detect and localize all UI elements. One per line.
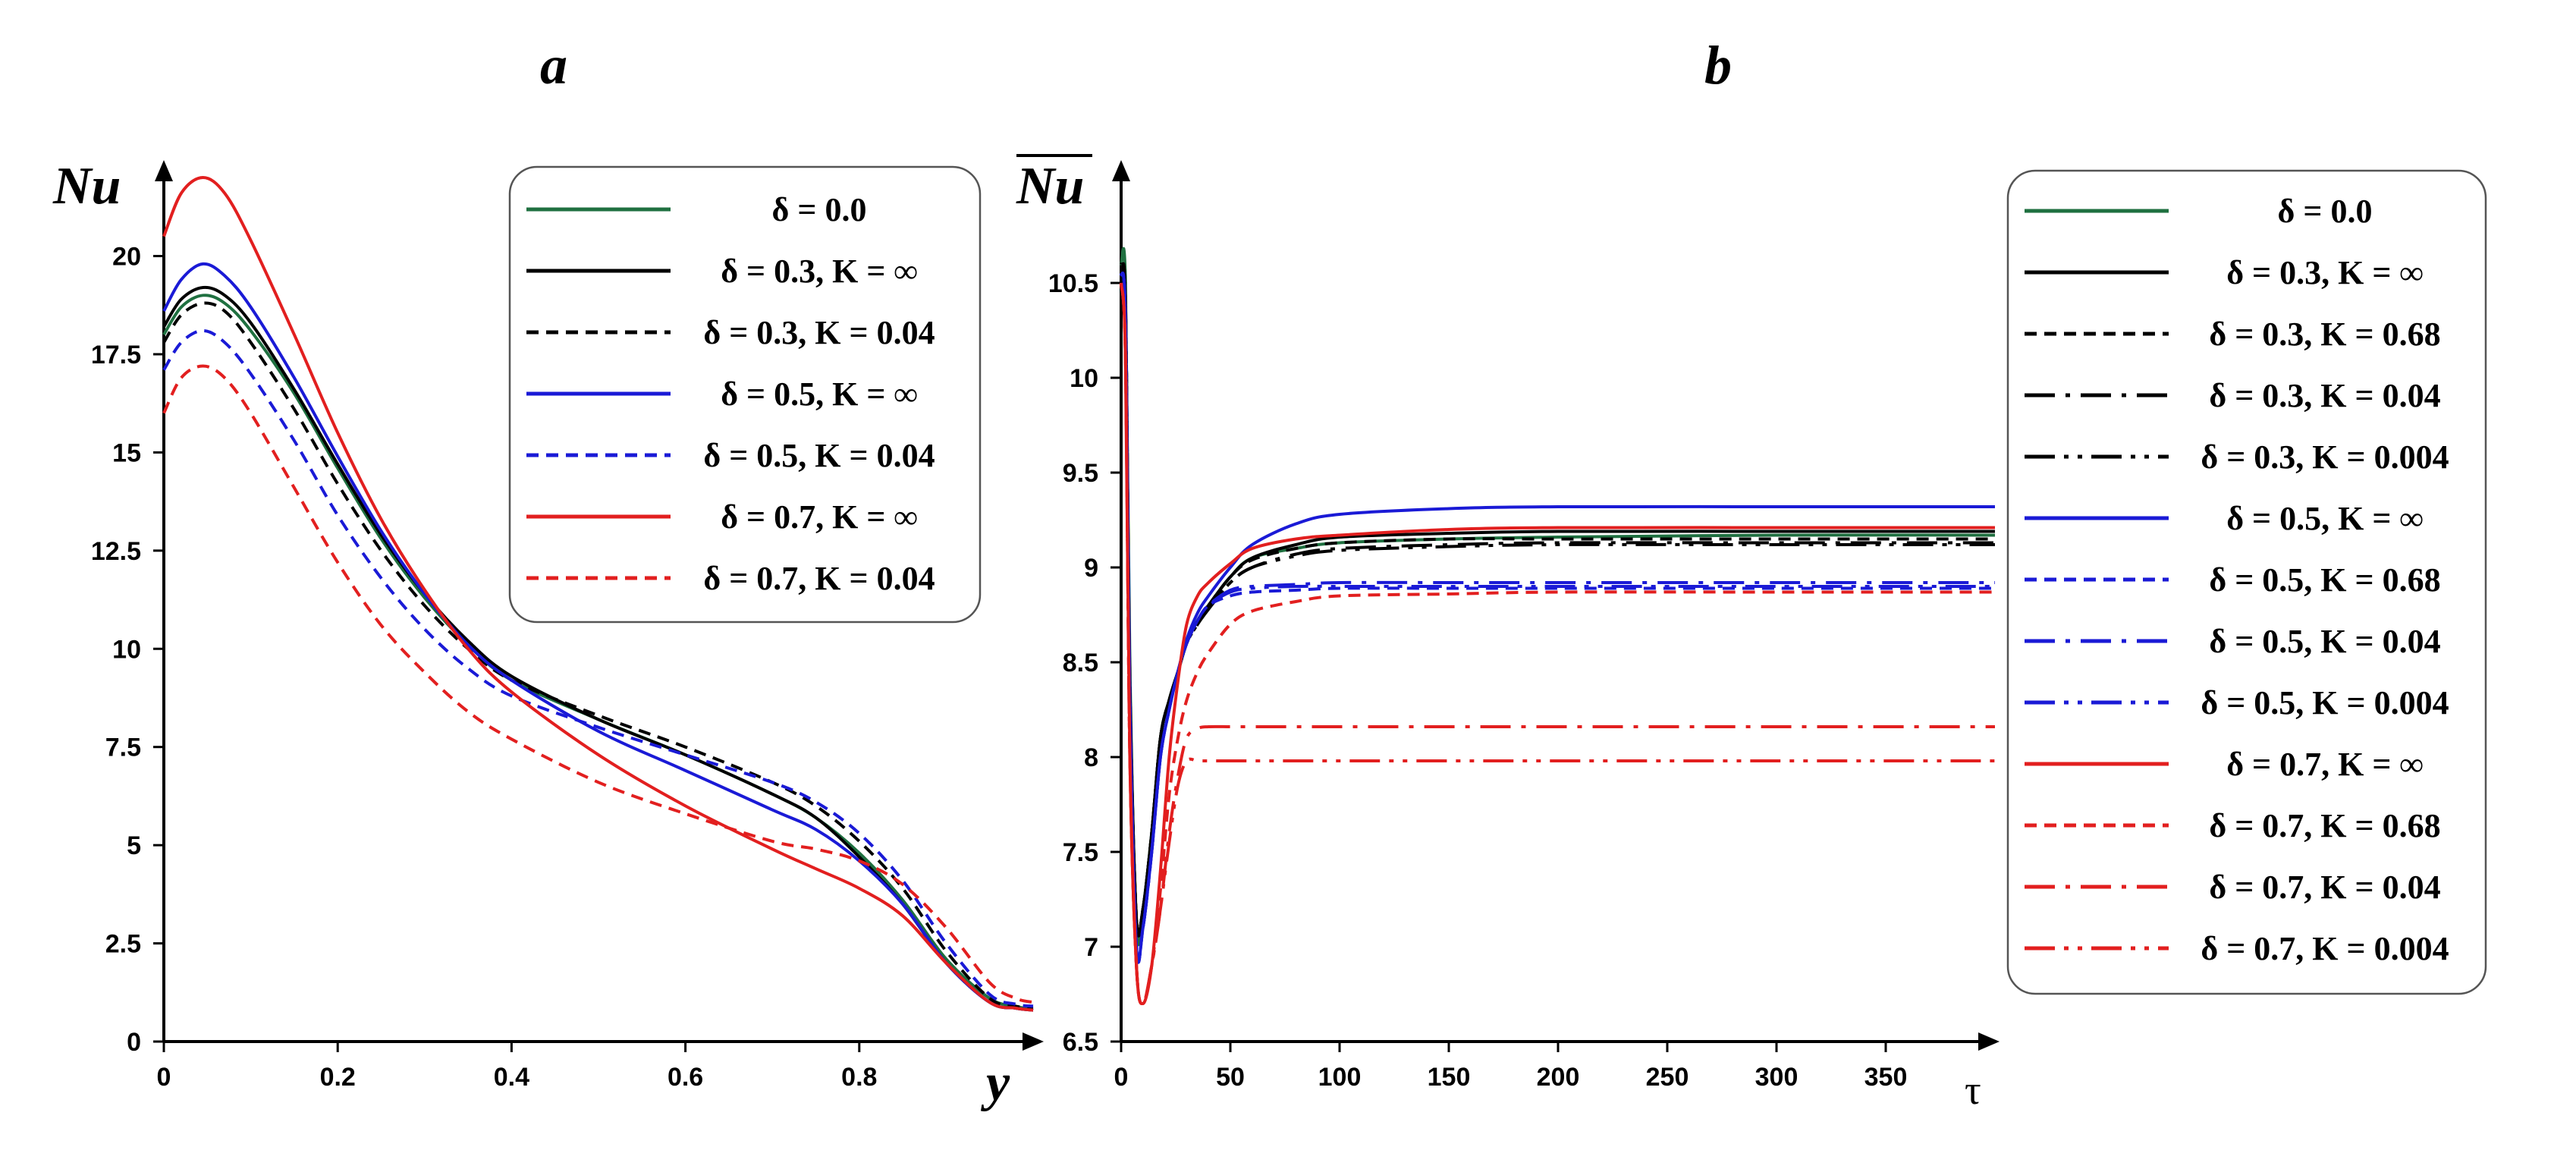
panel-a-ylabel: Nu <box>52 157 121 215</box>
legend-label: δ = 0.7, K = 0.004 <box>2201 930 2449 967</box>
legend-label: δ = 0.5, K = ∞ <box>721 376 918 413</box>
panel-a: a 0 0.2 0.4 0.6 0.8 0 2.5 5 7.5 10 12.5 15 17.5 20 Nu… <box>52 35 1044 1112</box>
panel-b-ylabel: Nu <box>1016 157 1084 215</box>
x-tick-label: 350 <box>1864 1063 1908 1092</box>
series-line-5 <box>162 176 1034 1012</box>
series-line-8 <box>1120 272 1995 964</box>
y-tick-label: 10.5 <box>1048 269 1098 298</box>
series-line-5 <box>1120 272 1995 964</box>
series-line-12 <box>1120 282 1995 1006</box>
y-axis-arrow-icon <box>1112 160 1130 181</box>
series-line-10 <box>1120 282 1995 1006</box>
y-tick-label: 7.5 <box>1063 838 1098 867</box>
legend-label: δ = 0.5, K = 0.68 <box>2209 561 2440 599</box>
y-tick-label: 10 <box>112 635 141 664</box>
panel-a-legend: δ = 0.0 δ = 0.3, K = ∞ δ = 0.3, K = 0.04 δ … <box>508 165 982 624</box>
panel-a-xlabel: y <box>981 1054 1010 1112</box>
x-tick-label: 0.2 <box>320 1063 356 1092</box>
y-tick-label: 8 <box>1084 743 1098 772</box>
series-line-2 <box>1120 262 1995 938</box>
series-line-7 <box>1120 272 1995 964</box>
x-tick-label: 0 <box>157 1063 171 1092</box>
series-line-6 <box>162 364 1034 1004</box>
panel-b-axes: 0 50 100 150 200 250 300 350 6.5 7 7.5 8 8.5 9 9.5 10 10… <box>1048 160 2000 1092</box>
y-tick-label: 12.5 <box>91 537 141 566</box>
y-axis-arrow-icon <box>155 160 173 181</box>
y-tick-label: 7.5 <box>105 734 141 762</box>
series-line-9 <box>1120 282 1995 1006</box>
legend-box <box>2006 169 2487 995</box>
x-tick-label: 0.8 <box>841 1063 877 1092</box>
legend-label: δ = 0.3, K = ∞ <box>721 253 918 290</box>
panel-a-axes: 0 0.2 0.4 0.6 0.8 0 2.5 5 7.5 10 12.5 15 17.5 20 <box>91 160 1044 1092</box>
series-line-0 <box>1120 247 1996 947</box>
series-line-11 <box>1120 282 1995 1006</box>
legend-label: δ = 0.7, K = ∞ <box>2226 746 2424 783</box>
legend-label: δ = 0.0 <box>2278 193 2373 230</box>
legend-label: δ = 0.5, K = 0.004 <box>2201 684 2449 721</box>
legend-label: δ = 0.5, K = 0.04 <box>2209 623 2440 660</box>
legend-label: δ = 0.5, K = 0.04 <box>703 437 935 474</box>
y-tick-label: 8.5 <box>1063 649 1098 677</box>
y-tick-label: 20 <box>112 243 141 272</box>
legend-label: δ = 0.3, K = 0.04 <box>2209 377 2440 414</box>
series-line-4 <box>1120 262 1995 938</box>
x-tick-label: 100 <box>1318 1063 1362 1092</box>
y-tick-label: 9 <box>1084 554 1098 583</box>
y-tick-label: 7 <box>1084 933 1098 962</box>
series-line-3 <box>1120 262 1995 938</box>
series-line-1 <box>1120 262 1995 938</box>
panel-a-label: a <box>540 35 567 96</box>
y-tick-label: 9.5 <box>1063 459 1098 488</box>
x-tick-label: 0.4 <box>494 1063 529 1092</box>
panel-a-series <box>162 176 1034 1012</box>
x-tick-label: 250 <box>1646 1063 1689 1092</box>
legend-label: δ = 0.7, K = ∞ <box>721 498 918 536</box>
legend-label: δ = 0.3, K = 0.68 <box>2209 316 2440 353</box>
x-tick-label: 300 <box>1755 1063 1798 1092</box>
y-tick-label: 10 <box>1070 364 1098 393</box>
x-axis-arrow-icon <box>1978 1032 2000 1051</box>
y-tick-label: 5 <box>127 831 141 860</box>
x-tick-label: 0 <box>1114 1063 1129 1092</box>
y-tick-label: 2.5 <box>105 930 141 959</box>
series-line-6 <box>1120 272 1995 964</box>
x-tick-label: 200 <box>1537 1063 1580 1092</box>
panel-b-legend: δ = 0.0 δ = 0.3, K = ∞ δ = 0.3, K = 0.68 δ … <box>2006 169 2487 995</box>
x-tick-label: 0.6 <box>668 1063 703 1092</box>
legend-label: δ = 0.3, K = ∞ <box>2226 254 2424 291</box>
series-line-3 <box>162 262 1034 1012</box>
legend-label: δ = 0.7, K = 0.68 <box>2209 807 2440 844</box>
legend-label: δ = 0.3, K = 0.004 <box>2201 438 2449 476</box>
legend-label: δ = 0.7, K = 0.04 <box>703 560 935 597</box>
y-tick-label: 6.5 <box>1063 1028 1098 1057</box>
panel-b: b 0 50 100 150 200 250 300 350 6.5 7 7.5 8 8.5 9 9.5 10… <box>1016 35 2487 1113</box>
x-tick-label: 50 <box>1216 1063 1245 1092</box>
y-tick-label: 17.5 <box>91 341 141 369</box>
panel-b-xlabel: τ <box>1965 1067 1981 1113</box>
y-tick-label: 15 <box>112 438 141 467</box>
x-axis-arrow-icon <box>1023 1032 1044 1051</box>
series-line-2 <box>162 301 1034 1010</box>
legend-label: δ = 0.5, K = ∞ <box>2226 500 2424 537</box>
panel-b-label: b <box>1704 35 1732 96</box>
x-tick-label: 150 <box>1428 1063 1471 1092</box>
panel-b-series <box>1120 247 1996 1006</box>
legend-box <box>508 165 982 624</box>
legend-label: δ = 0.7, K = 0.04 <box>2209 869 2440 906</box>
legend-label: δ = 0.0 <box>772 191 867 228</box>
y-tick-label: 0 <box>127 1028 141 1057</box>
legend-label: δ = 0.3, K = 0.04 <box>703 314 935 351</box>
